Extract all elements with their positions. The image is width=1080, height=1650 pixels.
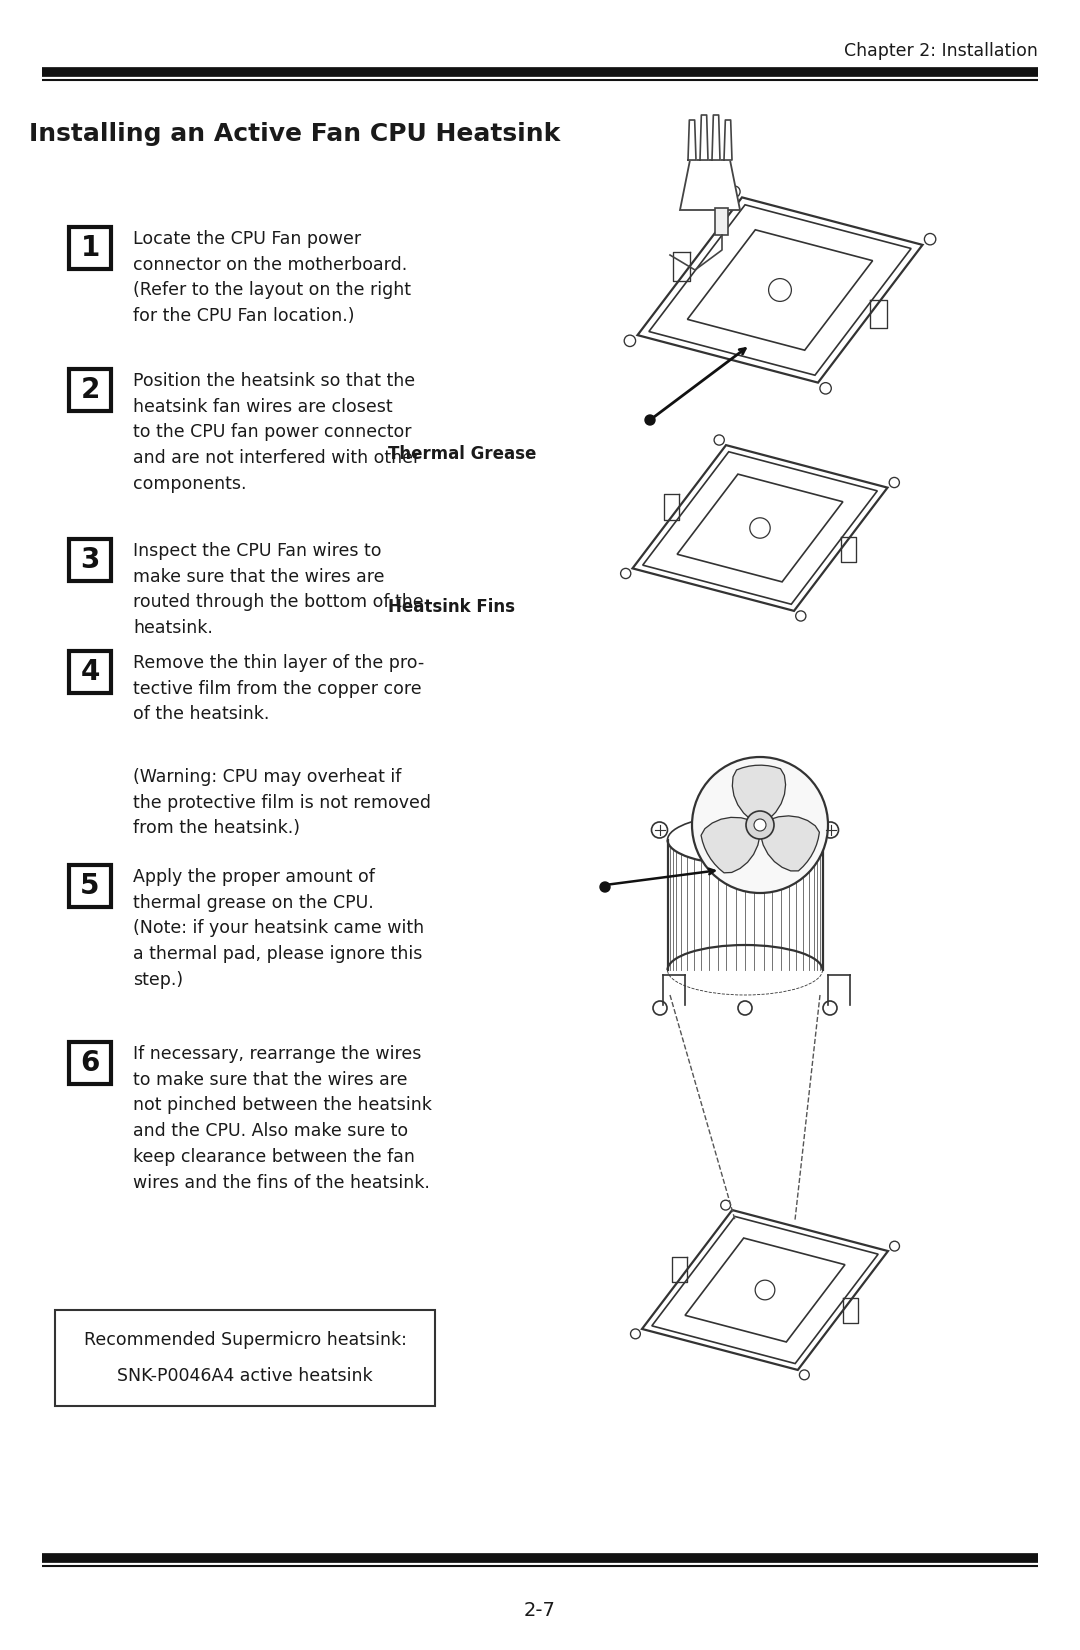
Polygon shape: [680, 160, 740, 210]
Text: Position the heatsink so that the
heatsink fan wires are closest
to the CPU fan : Position the heatsink so that the heatsi…: [133, 371, 420, 493]
Polygon shape: [715, 208, 728, 234]
Bar: [69, 540, 111, 581]
Text: Locate the CPU Fan power
connector on the motherboard.
(Refer to the layout on t: Locate the CPU Fan power connector on th…: [133, 229, 411, 325]
Text: Inspect the CPU Fan wires to
make sure that the wires are
routed through the bot: Inspect the CPU Fan wires to make sure t…: [133, 541, 423, 637]
Text: 3: 3: [80, 546, 99, 574]
Text: 4: 4: [80, 658, 99, 686]
Text: Heatsink Fins: Heatsink Fins: [388, 597, 515, 615]
Text: If necessary, rearrange the wires
to make sure that the wires are
not pinched be: If necessary, rearrange the wires to mak…: [133, 1044, 432, 1191]
Text: 6: 6: [80, 1049, 99, 1077]
Circle shape: [755, 1280, 774, 1300]
Circle shape: [692, 757, 828, 893]
Circle shape: [653, 1002, 667, 1015]
Text: Installing an Active Fan CPU Heatsink: Installing an Active Fan CPU Heatsink: [29, 122, 561, 145]
Circle shape: [738, 1002, 752, 1015]
Polygon shape: [700, 116, 708, 160]
Text: Chapter 2: Installation: Chapter 2: Installation: [845, 41, 1038, 59]
Text: SNK-P0046A4 active heatsink: SNK-P0046A4 active heatsink: [118, 1366, 373, 1384]
Circle shape: [823, 822, 838, 838]
Bar: [55, 1310, 435, 1406]
Bar: [69, 1043, 111, 1084]
Text: Thermal Grease: Thermal Grease: [388, 446, 537, 464]
Circle shape: [746, 812, 774, 838]
Polygon shape: [701, 817, 760, 873]
Polygon shape: [688, 120, 696, 160]
Bar: [69, 370, 111, 411]
Bar: [69, 652, 111, 693]
Text: Apply the proper amount of
thermal grease on the CPU.
(Note: if your heatsink ca: Apply the proper amount of thermal greas…: [133, 868, 424, 988]
Text: Recommended Supermicro heatsink:: Recommended Supermicro heatsink:: [83, 1332, 406, 1350]
Text: (Warning: CPU may overheat if
the protective film is not removed
from the heatsi: (Warning: CPU may overheat if the protec…: [133, 767, 431, 838]
Text: 2: 2: [80, 376, 99, 404]
Polygon shape: [760, 815, 820, 871]
Text: 2-7: 2-7: [524, 1600, 556, 1620]
Circle shape: [823, 1002, 837, 1015]
Text: Remove the thin layer of the pro-
tective film from the copper core
of the heats: Remove the thin layer of the pro- tectiv…: [133, 653, 424, 723]
Bar: [69, 865, 111, 908]
Circle shape: [754, 818, 766, 832]
Bar: [69, 228, 111, 269]
Polygon shape: [724, 120, 732, 160]
Circle shape: [645, 416, 654, 426]
Polygon shape: [732, 766, 785, 820]
Circle shape: [600, 883, 610, 893]
Polygon shape: [712, 116, 720, 160]
Circle shape: [651, 822, 667, 838]
Circle shape: [769, 279, 792, 302]
Text: 5: 5: [80, 871, 99, 899]
Text: 1: 1: [80, 234, 99, 262]
Circle shape: [750, 518, 770, 538]
